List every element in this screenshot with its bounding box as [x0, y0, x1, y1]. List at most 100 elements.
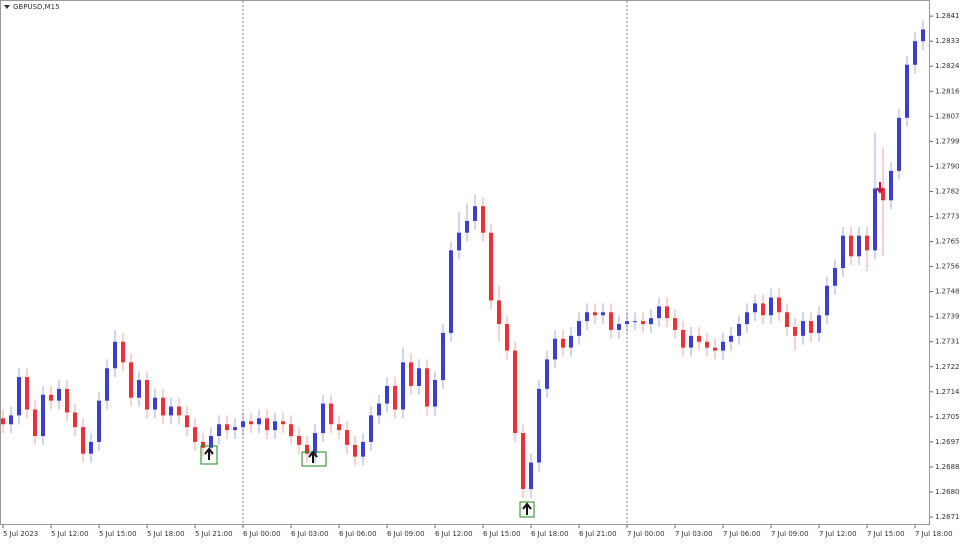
buy-arrow: [308, 450, 318, 463]
y-tick-label: 1.28075: [935, 112, 960, 120]
candle-body: [369, 415, 373, 442]
candle-body: [145, 380, 149, 410]
candle-body: [89, 441, 93, 454]
candle-body: [273, 421, 277, 431]
y-tick-label: 1.26800: [935, 488, 960, 496]
y-tick-label: 1.2816: [935, 87, 960, 95]
candle-body: [625, 321, 629, 325]
candle-body: [73, 412, 77, 428]
x-tick-label: 5 Jul 21:00: [195, 530, 233, 538]
candle-body: [657, 306, 661, 319]
candle-body: [793, 326, 797, 336]
signal-box: [519, 501, 535, 518]
candle-body: [9, 415, 13, 425]
candle-body: [681, 329, 685, 348]
candle-body: [561, 338, 565, 348]
candle-body: [185, 415, 189, 428]
candle-body: [313, 433, 317, 454]
x-tick-label: 6 Jul 06:00: [339, 530, 377, 538]
candle-body: [553, 338, 557, 360]
x-tick-label: 6 Jul 15:00: [483, 530, 521, 538]
y-tick-label: 1.27480: [935, 288, 960, 296]
y-tick-label: 1.27650: [935, 238, 960, 246]
candle-body: [169, 406, 173, 416]
candle-body: [209, 436, 213, 448]
candle-body: [177, 406, 181, 416]
y-tick-label: 1.27055: [935, 413, 960, 421]
candle-body: [153, 397, 157, 410]
candle-body: [225, 424, 229, 431]
candle-body: [617, 324, 621, 330]
candle-body: [649, 318, 653, 325]
x-tick-label: 5 Jul 2023: [3, 530, 38, 538]
candle-body: [577, 321, 581, 336]
y-tick-label: 1.28245: [935, 62, 960, 70]
y-tick-label: 1.27820: [935, 187, 960, 195]
candle-body: [721, 341, 725, 351]
candle-body: [441, 332, 445, 381]
candle-body: [473, 206, 477, 221]
candle-body: [737, 324, 741, 336]
candle-body: [785, 312, 789, 327]
x-tick-label: 7 Jul 09:00: [771, 530, 809, 538]
candle-body: [193, 427, 197, 442]
candle-body: [689, 335, 693, 348]
candle-body: [593, 312, 597, 316]
candle-body: [353, 444, 357, 457]
x-tick-label: 7 Jul 18:00: [915, 530, 953, 538]
candle-body: [289, 424, 293, 437]
candle-body: [129, 362, 133, 398]
candle-body: [833, 268, 837, 286]
candle-body: [745, 312, 749, 325]
candle-body: [857, 235, 861, 257]
candle-body: [41, 394, 45, 437]
candle-body: [233, 427, 237, 431]
candle-body: [57, 388, 61, 401]
candle-body: [665, 306, 669, 319]
candle-body: [873, 188, 877, 251]
candle-body: [97, 400, 101, 442]
candle-body: [505, 324, 509, 351]
candle-body: [497, 300, 501, 325]
candle-body: [849, 235, 853, 257]
candle-body: [201, 441, 205, 448]
candle-body: [545, 359, 549, 389]
candle-body: [337, 424, 341, 431]
y-tick-label: 1.27140: [935, 388, 960, 396]
candles: [1, 20, 925, 498]
candle-body: [305, 444, 309, 454]
candle-body: [457, 232, 461, 251]
y-tick-label: 1.26885: [935, 463, 960, 471]
candle-body: [641, 321, 645, 325]
x-tick-label: 6 Jul 09:00: [387, 530, 425, 538]
y-tick-label: 1.27565: [935, 263, 960, 271]
buy-arrow: [522, 502, 532, 515]
x-tick-label: 5 Jul 12:00: [51, 530, 89, 538]
candle-body: [753, 303, 757, 313]
candle-body: [705, 341, 709, 348]
candle-body: [449, 250, 453, 333]
candle-body: [801, 321, 805, 336]
candle-body: [433, 380, 437, 407]
x-tick-label: 5 Jul 18:00: [147, 530, 185, 538]
y-tick-label: 1.27310: [935, 338, 960, 346]
y-tick-label: 1.27990: [935, 137, 960, 145]
candle-body: [409, 362, 413, 386]
candle-body: [17, 377, 21, 416]
candle-body: [1, 418, 5, 425]
candle-body: [713, 347, 717, 351]
candle-body: [569, 335, 573, 348]
candle-body: [81, 427, 85, 454]
candle-body: [481, 206, 485, 233]
y-tick-label: 1.27225: [935, 363, 960, 371]
candle-body: [897, 117, 901, 171]
candle-body: [33, 409, 37, 437]
candle-body: [905, 64, 909, 118]
candle-body: [137, 380, 141, 398]
chart-title: GBPUSD,M15: [13, 3, 60, 11]
candle-body: [697, 335, 701, 342]
y-tick-label: 1.28415: [935, 12, 960, 20]
candle-body: [425, 368, 429, 407]
menu-triangle[interactable]: [4, 5, 10, 9]
